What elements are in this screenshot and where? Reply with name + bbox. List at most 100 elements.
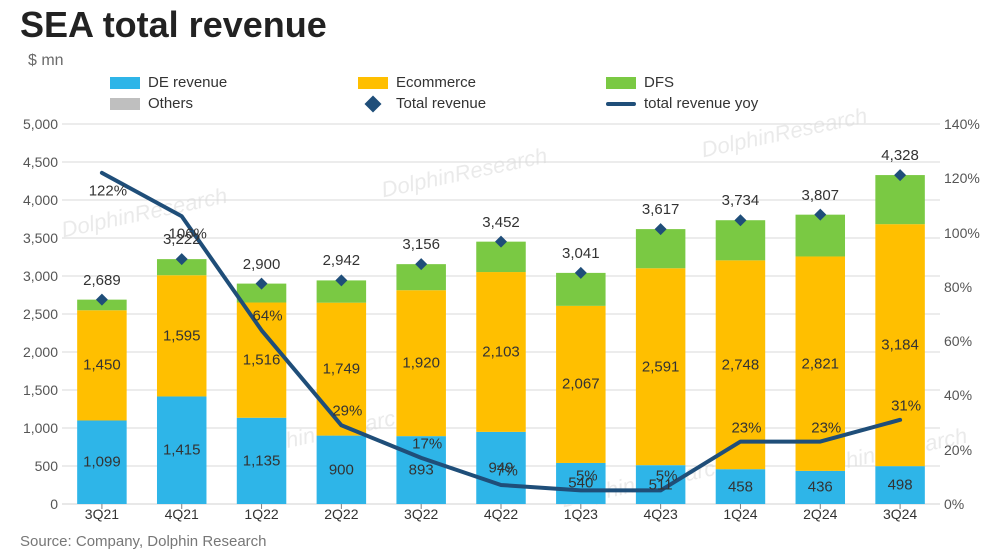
x-tick: 3Q24: [883, 506, 917, 522]
data-label: 498: [888, 478, 913, 493]
x-tick: 4Q21: [165, 506, 199, 522]
legend-label: DFS: [644, 74, 674, 91]
y-axis-unit: $ mn: [28, 52, 64, 70]
x-tick: 1Q23: [564, 506, 598, 522]
y-left-tick: 3,500: [0, 231, 58, 245]
x-tick: 4Q23: [644, 506, 678, 522]
swatch-dfs: [606, 77, 636, 89]
data-label: 2,900: [243, 257, 281, 272]
data-label: 122%: [89, 183, 127, 198]
bar-dfs: [796, 215, 845, 257]
legend-label: Others: [148, 95, 193, 112]
x-tick: 2Q24: [803, 506, 837, 522]
legend: DE revenue Ecommerce DFS Others Total re…: [110, 74, 940, 112]
legend-ecom: Ecommerce: [358, 74, 568, 91]
y-right-tick: 0%: [944, 497, 990, 511]
plot-area: 1,0991,4151,1359008939495405114584364981…: [62, 124, 940, 504]
data-label: 23%: [731, 420, 761, 435]
y-left-tick: 4,500: [0, 155, 58, 169]
data-label: 3,734: [722, 193, 760, 208]
legend-label: Ecommerce: [396, 74, 476, 91]
data-label: 2,821: [801, 356, 839, 371]
data-label: 3,617: [642, 202, 680, 217]
swatch-de: [110, 77, 140, 89]
line-swatch: [606, 102, 636, 106]
legend-total: Total revenue: [358, 95, 568, 112]
y-left-tick: 3,000: [0, 269, 58, 283]
y-right-tick: 60%: [944, 334, 990, 348]
legend-label: total revenue yoy: [644, 95, 758, 112]
y-left-tick: 2,500: [0, 307, 58, 321]
data-label: 458: [728, 479, 753, 494]
y-axis-left: 05001,0001,5002,0002,5003,0003,5004,0004…: [0, 124, 58, 504]
x-tick: 1Q24: [723, 506, 757, 522]
legend-dfs: DFS: [606, 74, 816, 91]
data-label: 2,942: [323, 253, 361, 268]
swatch-others: [110, 98, 140, 110]
y-left-tick: 2,000: [0, 345, 58, 359]
data-label: 2,689: [83, 273, 121, 288]
x-tick: 3Q21: [85, 506, 119, 522]
chart-container: DolphinResearch DolphinResearch DolphinR…: [0, 0, 991, 558]
legend-label: Total revenue: [396, 95, 486, 112]
data-label: 3,452: [482, 215, 520, 230]
data-label: 31%: [891, 398, 921, 413]
x-tick: 1Q22: [244, 506, 278, 522]
y-right-tick: 100%: [944, 226, 990, 240]
data-label: 2,748: [722, 357, 760, 372]
data-label: 64%: [253, 309, 283, 324]
bar-dfs: [875, 175, 924, 224]
data-label: 3,156: [402, 237, 440, 252]
data-label: 3,807: [801, 188, 839, 203]
data-label: 5%: [656, 469, 678, 484]
x-axis: 3Q21 4Q21 1Q22 2Q22 3Q22 4Q22 1Q23 4Q23 1Q24 2Q24…: [62, 506, 940, 528]
data-label: 1,135: [243, 453, 281, 468]
legend-de: DE revenue: [110, 74, 320, 91]
y-right-tick: 80%: [944, 280, 990, 294]
source-text: Source: Company, Dolphin Research: [20, 533, 267, 550]
y-left-tick: 0: [0, 497, 58, 511]
data-label: 1,099: [83, 455, 121, 470]
data-label: 900: [329, 462, 354, 477]
swatch-ecom: [358, 77, 388, 89]
y-left-tick: 1,000: [0, 421, 58, 435]
y-right-tick: 140%: [944, 117, 990, 131]
data-label: 893: [409, 463, 434, 478]
y-left-tick: 1,500: [0, 383, 58, 397]
legend-label: DE revenue: [148, 74, 227, 91]
data-label: 29%: [332, 404, 362, 419]
data-label: 2,591: [642, 359, 680, 374]
data-label: 1,749: [323, 362, 361, 377]
y-left-tick: 4,000: [0, 193, 58, 207]
data-label: 2,067: [562, 377, 600, 392]
chart-title: SEA total revenue: [20, 4, 327, 46]
data-label: 3,041: [562, 246, 600, 261]
y-left-tick: 500: [0, 459, 58, 473]
data-label: 436: [808, 480, 833, 495]
x-tick: 2Q22: [324, 506, 358, 522]
data-label: 1,450: [83, 358, 121, 373]
data-label: 7%: [496, 464, 518, 479]
legend-yoy: total revenue yoy: [606, 95, 816, 112]
y-left-tick: 5,000: [0, 117, 58, 131]
data-label: 1,595: [163, 328, 201, 343]
y-right-tick: 20%: [944, 443, 990, 457]
data-label: 17%: [412, 436, 442, 451]
data-label: 1,516: [243, 353, 281, 368]
legend-others: Others: [110, 95, 320, 112]
x-tick: 3Q22: [404, 506, 438, 522]
y-axis-right: 0%20%40%60%80%100%120%140%: [944, 124, 990, 504]
data-label: 1,920: [402, 356, 440, 371]
data-label: 106%: [169, 227, 207, 242]
data-label: 1,415: [163, 443, 201, 458]
x-tick: 4Q22: [484, 506, 518, 522]
data-label: 4,328: [881, 148, 919, 163]
diamond-icon: [365, 95, 382, 112]
data-label: 23%: [811, 420, 841, 435]
bar-dfs: [716, 220, 765, 260]
y-right-tick: 40%: [944, 388, 990, 402]
data-label: 3,184: [881, 338, 919, 353]
y-right-tick: 120%: [944, 171, 990, 185]
data-label: 5%: [576, 469, 598, 484]
data-label: 2,103: [482, 344, 520, 359]
